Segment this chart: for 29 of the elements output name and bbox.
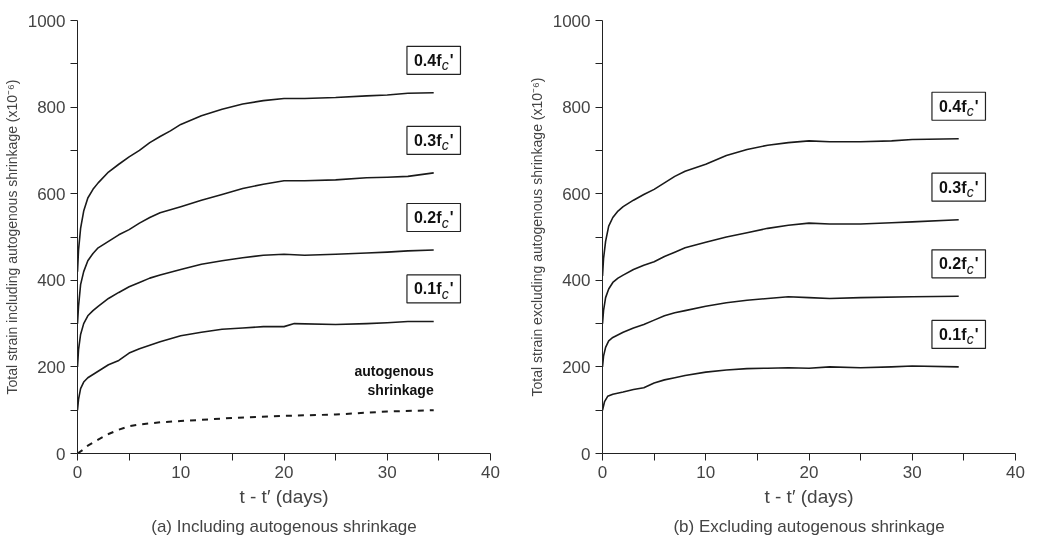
x-tick-label: 10	[171, 462, 191, 482]
y-tick-label: 600	[37, 184, 66, 204]
x-axis-title: t - t′ (days)	[239, 485, 329, 507]
x-tick-label: 0	[597, 462, 608, 482]
x-tick-label: 30	[902, 462, 922, 482]
y-axis-title: Total strain including autogenous shrinkage (x10⁻⁶)	[3, 79, 20, 395]
x-tick-label: 30	[377, 462, 397, 482]
text: (b) Excluding autogenous shrinkage	[673, 516, 945, 536]
x-tick-label: 20	[274, 462, 294, 482]
x-tick-label: 10	[696, 462, 716, 482]
y-tick-label: 200	[37, 357, 66, 377]
x-tick-label: 40	[481, 462, 500, 482]
y-tick-label: 200	[562, 357, 591, 377]
y-tick-label: 0	[581, 444, 591, 464]
x-tick-label: 40	[1006, 462, 1025, 482]
y-tick-label: 1000	[552, 11, 591, 31]
y-axis-title: Total strain excluding autogenous shrinkage (x10⁻⁶)	[528, 77, 545, 397]
text: (a) Including autogenous shrinkage	[151, 516, 417, 536]
y-tick-label: 600	[562, 184, 591, 204]
y-tick-label: 800	[562, 98, 591, 118]
x-tick-label: 0	[72, 462, 83, 482]
y-tick-label: 800	[37, 98, 66, 118]
x-tick-label: 20	[799, 462, 819, 482]
x-axis-title: t - t′ (days)	[764, 485, 854, 507]
y-tick-label: 1000	[27, 11, 66, 31]
y-tick-label: 400	[37, 271, 66, 291]
y-tick-label: 400	[562, 271, 591, 291]
y-tick-label: 0	[56, 444, 66, 464]
series-label: autogenous shrinkage	[354, 363, 434, 399]
